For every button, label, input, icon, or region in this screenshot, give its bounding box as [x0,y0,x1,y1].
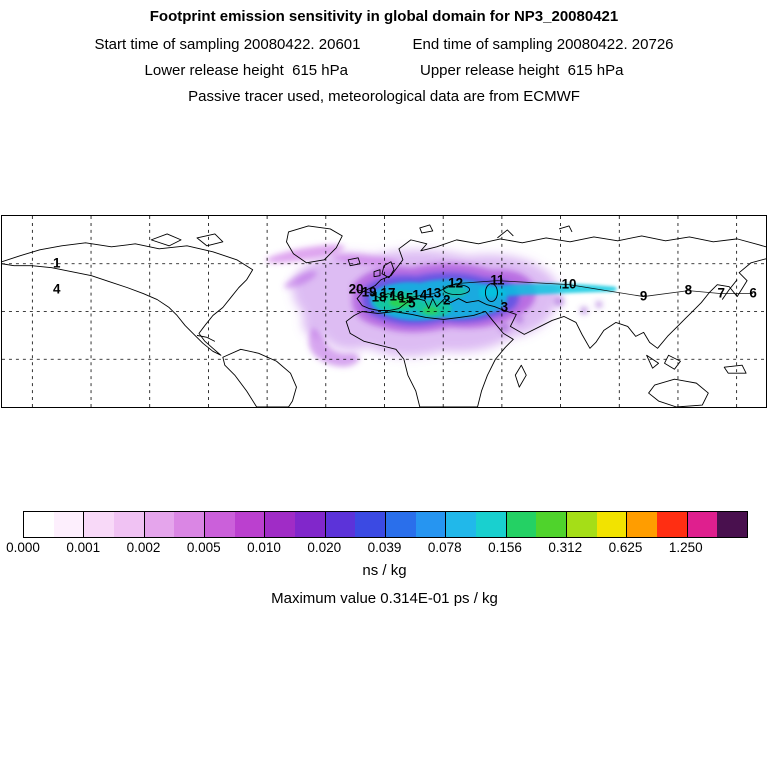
trajectory-marker: 20 [349,282,364,297]
max-value-label: Maximum value 0.314E-01 ps / kg [271,590,498,607]
colorbar-cell [717,512,748,537]
colorbar-tick-label: 0.001 [66,540,101,555]
release-heights-line: Lower release height 615 hPa Upper relea… [0,62,768,79]
colorbar-tick-label: 0.156 [488,540,522,555]
trajectory-marker: 14 [412,288,427,303]
trajectory-marker: 8 [685,283,693,298]
colorbar-tick-label: 0.078 [427,540,462,555]
colorbar-cell [566,512,597,537]
south-america-coast [222,348,297,407]
caspian-sea [485,283,498,302]
trajectory-marker: 9 [640,289,647,304]
colorbar-cell [536,512,567,537]
trajectory-marker: 18 [372,290,387,305]
trajectory-marker: 12 [448,276,463,291]
arctic-islands [150,224,573,247]
colorbar-cell [143,512,175,537]
trajectory-marker: 10 [562,277,577,292]
colorbar-cell [83,512,115,537]
trajectory-path [356,280,754,299]
page-title: Footprint emission sensitivity in global… [149,8,619,25]
north-america-coast [2,242,254,356]
tracer-line: Passive tracer used, meteorological data… [0,88,768,105]
colorbar-cell [476,512,506,537]
end-time-label: End time of sampling 20080422. 20726 [412,36,674,53]
colorbar-cell [204,512,235,537]
colorbar-cell [385,512,416,537]
trajectory-marker: 7 [717,286,724,301]
colorbar-units-label: ns / kg [362,562,407,579]
colorbar [23,511,748,538]
coastlines [2,224,766,407]
colorbar-tick-label: 0.020 [307,540,342,555]
colorbar-cell [626,512,658,537]
colorbar-cell [415,512,446,537]
colorbar-cell [324,512,356,537]
trajectory-marker: 16 [389,289,404,304]
eurasia-north-coast [356,235,766,306]
latlon-grid [2,216,766,407]
colorbar-cell [686,512,718,537]
start-time-label: Start time of sampling 20080422. 20601 [94,36,361,53]
madagascar-coast [514,364,527,388]
trajectory-marker: 1 [53,256,61,271]
colorbar-tick-label: 0.002 [126,540,161,555]
trajectory-marker: 19 [362,285,377,300]
colorbar-tick-label: 0.005 [186,540,221,555]
east-asia-islands [646,279,747,374]
colorbar-cell [505,512,537,537]
eurasia-south-coast [361,258,766,349]
colorbar-cell [264,512,296,537]
colorbar-cell [24,512,54,537]
trajectory-marker: 5 [408,296,416,311]
tracer-label: Passive tracer used, meteorological data… [188,88,580,105]
trajectory-marker: 15 [398,291,413,306]
trajectory-marker: 11 [490,273,505,288]
africa-coast [345,311,514,407]
black-sea [443,284,470,296]
colorbar-tick-label: 0.625 [608,540,643,555]
emission-plume [266,244,618,367]
colorbar-cell [174,512,205,537]
colorbar-cell [596,512,627,537]
colorbar-ticks: 0.000 0.001 0.002 0.005 0.010 0.020 0.039 0.078… [6,540,746,556]
australia-coast [648,378,709,407]
lower-release-label: Lower release height 615 hPa [144,62,348,79]
colorbar-cell [53,512,84,537]
trajectory-marker: 4 [53,282,61,297]
colorbar-tick-label: 0.010 [247,540,281,555]
colorbar-cell [234,512,265,537]
colorbar-tick-label: 0.000 [6,540,40,555]
trajectory-marker: 17 [381,286,396,301]
colorbar-tick-label: 0.039 [367,540,402,555]
colorbar-cell [295,512,325,537]
trajectory-marker: 6 [749,286,756,301]
colorbar-tick-label: 0.312 [548,540,583,555]
trajectory-marker: 2 [443,293,450,308]
trajectory-marker: 13 [426,286,441,301]
upper-release-label: Upper release height 615 hPa [420,62,624,79]
colorbar-cell [355,512,386,537]
colorbar-cell [114,512,144,537]
colorbar-cell [657,512,687,537]
sampling-times-line: Start time of sampling 20080422. 20601 E… [0,36,768,53]
colorbar-cell [445,512,477,537]
trajectory-marker: 3 [501,300,508,315]
colorbar-tick-label: 1.250 [668,540,703,555]
caribbean-coast [196,334,216,342]
greenland-coast [286,225,343,264]
world-map: 1 4 20 19 18 17 16 15 14 13 12 11 10 9 8 7 6 5 3 2 [1,215,767,408]
